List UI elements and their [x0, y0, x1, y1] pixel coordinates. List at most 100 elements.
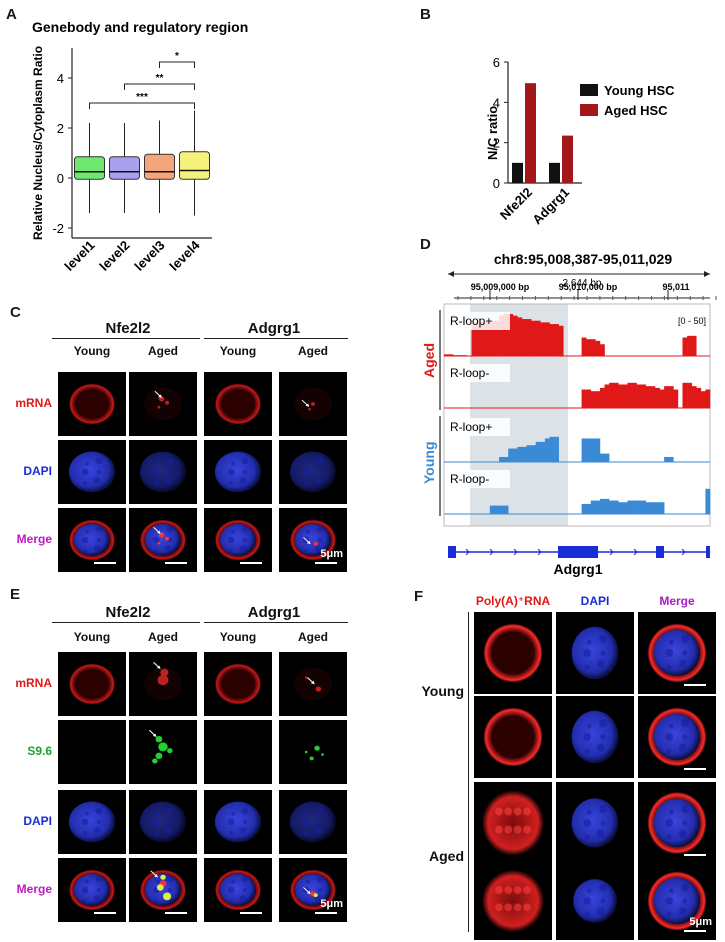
colocalized-signal: [160, 874, 166, 880]
chromatin-spot: [93, 895, 101, 902]
nucleus: [214, 451, 262, 493]
nucleus: [571, 626, 619, 680]
chromatin-spot: [668, 809, 674, 815]
polyA-cluster: [523, 903, 531, 912]
scale-bar: [94, 912, 116, 914]
chromatin-spot: [317, 820, 322, 824]
chromatin-spot: [317, 538, 322, 542]
gene-exon: [558, 546, 584, 558]
chromatin-spot: [239, 545, 247, 552]
chromatin-spot: [95, 525, 103, 533]
column-label: Young: [73, 630, 111, 644]
arrow-head-right: [704, 271, 710, 277]
coverage-bar: [517, 446, 523, 462]
chromatin-spot: [154, 831, 159, 835]
coverage-bar: [622, 384, 628, 408]
image-f-3-2: 5μm: [638, 862, 716, 940]
rna-foci: [157, 675, 169, 686]
nucleus: [214, 801, 262, 843]
coverage-bar: [554, 324, 559, 356]
coverage-bar: [654, 502, 660, 514]
nucleus: [144, 524, 182, 556]
y-tick-label: 2: [493, 136, 500, 151]
track-label-bg: [448, 470, 510, 488]
polyA-cluster: [504, 886, 513, 894]
coverage-bar: [581, 438, 587, 462]
rna-foci: [315, 686, 322, 692]
track-label: R-loop-: [450, 366, 489, 380]
box-level2: [109, 156, 140, 180]
chromatin-spot: [317, 888, 322, 892]
coverage-bar: [609, 500, 614, 514]
coverage-bar: [590, 391, 596, 408]
coverage-bar: [599, 344, 605, 356]
chromatin-spot: [666, 664, 672, 670]
bar-Adgrg1-1: [562, 135, 573, 183]
bar-Nfe2l2-0: [512, 162, 523, 183]
track-label: R-loop+: [450, 420, 492, 434]
chromatin-spot: [164, 827, 172, 834]
chromatin-spot: [96, 538, 101, 542]
track-label-bg: [448, 418, 510, 436]
chromatin-spot: [152, 818, 160, 826]
strand-arrow: [681, 548, 686, 556]
polyA-cluster: [513, 825, 522, 834]
image-f-2-0: [474, 782, 552, 864]
chromatin-spot: [600, 820, 606, 826]
chromatin-spot: [239, 895, 247, 902]
chromatin-spot: [668, 723, 674, 729]
legend-swatch: [580, 84, 598, 96]
chromatin-spot: [314, 477, 322, 484]
chromatin-spot: [230, 811, 236, 816]
image-mrna-3: [279, 652, 347, 716]
image-mrna-0: [58, 652, 126, 716]
chromatin-spot: [305, 811, 311, 816]
coverage-bar: [581, 389, 587, 408]
y-axis-label: Relative Nucleus/Cytoplasm Ratio: [31, 46, 45, 240]
legend-swatch: [580, 104, 598, 116]
chromatin-spot: [316, 525, 324, 533]
row-label: DAPI: [23, 814, 52, 828]
gene-header: Nfe2l2: [105, 604, 151, 621]
image-f-3-1: [556, 862, 634, 940]
nucleus: [573, 879, 617, 923]
coverage-bar: [609, 382, 614, 408]
chromatin-spot: [668, 888, 674, 894]
chromatin-spot: [239, 477, 247, 484]
image-merge-2: [204, 508, 272, 572]
chromatin-spot: [599, 883, 607, 892]
panel-label-a: A: [6, 6, 17, 23]
cell-outline: [293, 387, 333, 421]
chromatin-spot: [154, 481, 159, 485]
significance-label: **: [156, 73, 164, 84]
chromatin-spot: [152, 468, 160, 476]
nucleus: [289, 801, 337, 843]
coverage-bar: [457, 355, 463, 356]
image-dapi-3: [279, 440, 347, 504]
chromatin-spot: [164, 545, 172, 552]
chromatin-spot: [583, 648, 592, 658]
image-merge-0: [58, 508, 126, 572]
coverage-bar: [586, 503, 592, 514]
coverage-bar: [544, 438, 550, 462]
chromatin-spot: [681, 718, 689, 728]
coverage-bar: [682, 337, 688, 356]
s96-signal: [304, 750, 308, 754]
polyA-signal: [481, 790, 545, 856]
chromatin-spot: [305, 529, 311, 534]
image-dapi-1: [129, 790, 197, 854]
chromatin-spot: [316, 457, 324, 465]
ruler-label: 95,011: [662, 282, 689, 292]
coverage-bar: [558, 325, 564, 356]
nucleus: [219, 874, 257, 906]
cell-cytoplasm: [214, 663, 262, 705]
gene-underline: [204, 622, 348, 623]
coverage-bar: [604, 498, 610, 514]
chromatin-spot: [586, 723, 592, 729]
group-label: Young: [421, 441, 437, 484]
coverage-bar: [636, 500, 642, 514]
chromatin-spot: [242, 470, 247, 474]
coverage-bar: [613, 382, 619, 408]
coverage-bar: [622, 502, 628, 514]
coverage-bar: [645, 386, 651, 408]
